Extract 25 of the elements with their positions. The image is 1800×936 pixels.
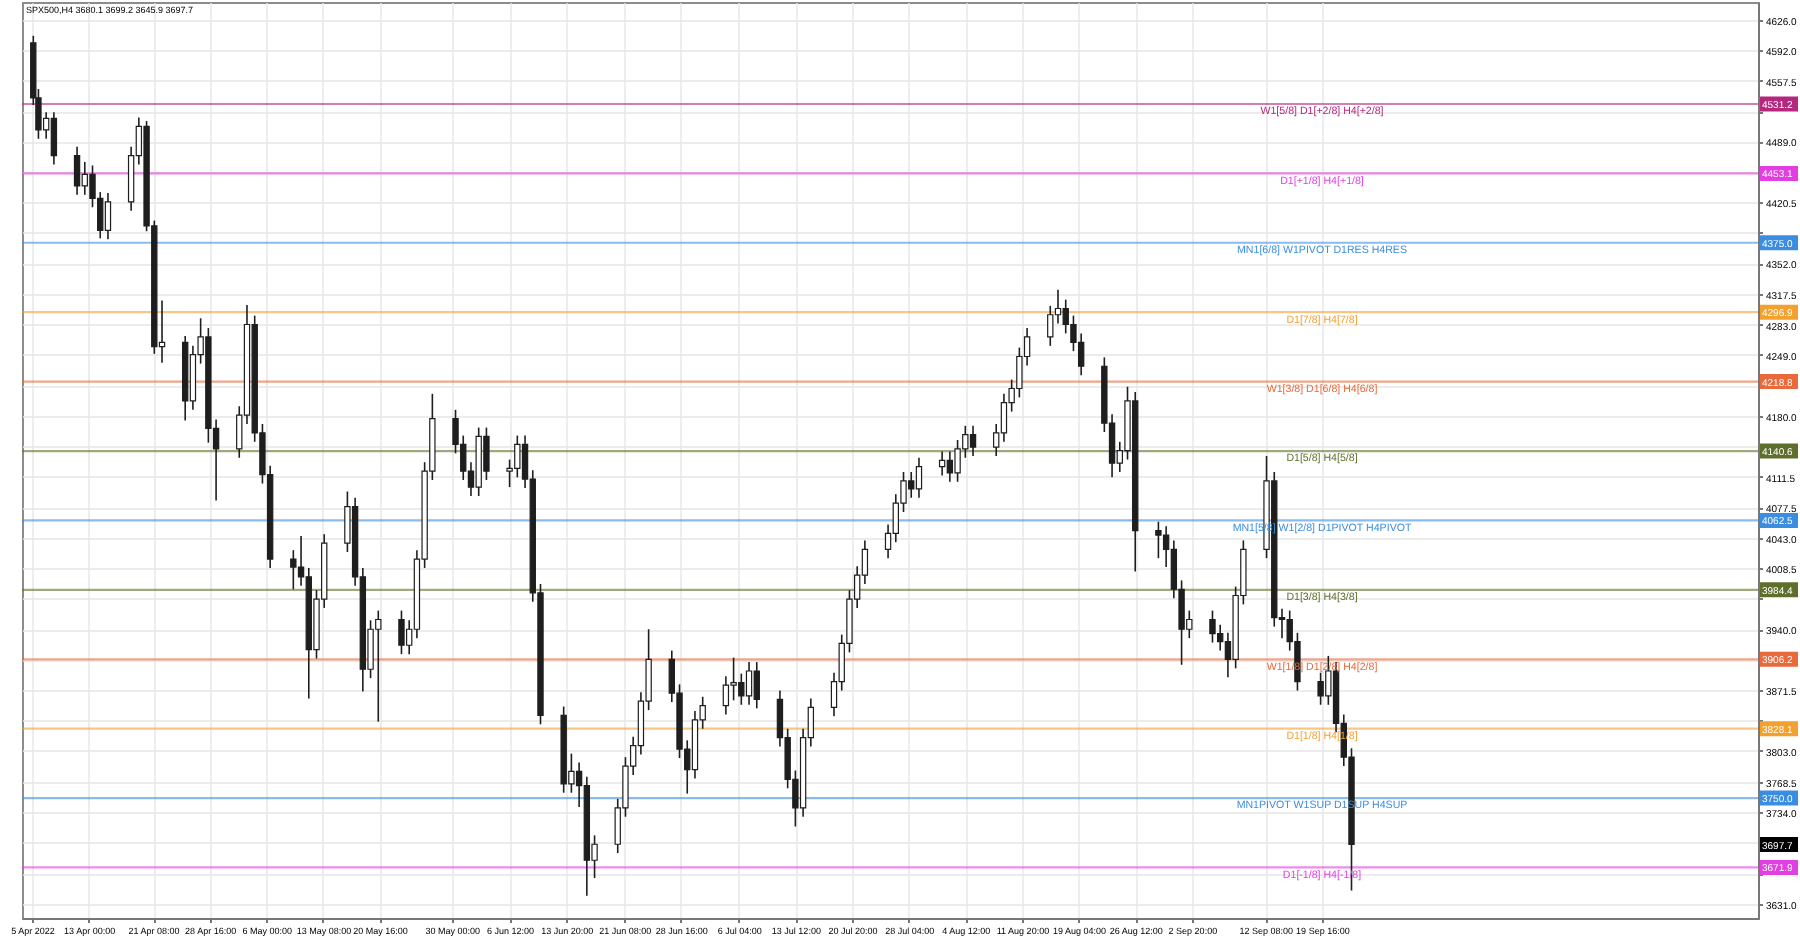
candlestick — [908, 471, 915, 499]
candlestick — [915, 456, 923, 499]
candlestick — [398, 609, 405, 655]
candlestick — [1062, 298, 1069, 335]
candlestick — [104, 192, 112, 241]
candlestick — [969, 424, 977, 457]
candlestick — [745, 661, 753, 706]
candlestick — [1000, 393, 1008, 443]
candlestick — [1209, 609, 1216, 644]
candlestick — [514, 434, 521, 479]
candlestick — [50, 111, 58, 166]
candlestick — [1155, 520, 1162, 559]
candlestick — [946, 450, 954, 483]
candlestick — [375, 609, 382, 723]
candlestick — [1077, 332, 1085, 376]
candlestick — [753, 661, 760, 710]
candlestick — [722, 675, 730, 716]
candlestick — [483, 426, 490, 481]
candlestick — [738, 672, 745, 706]
candlestick — [938, 450, 946, 477]
candlestick — [1317, 671, 1324, 706]
candlestick — [954, 439, 961, 483]
candlestick — [1217, 624, 1224, 652]
candlestick — [81, 161, 88, 196]
candlestick — [73, 146, 81, 196]
